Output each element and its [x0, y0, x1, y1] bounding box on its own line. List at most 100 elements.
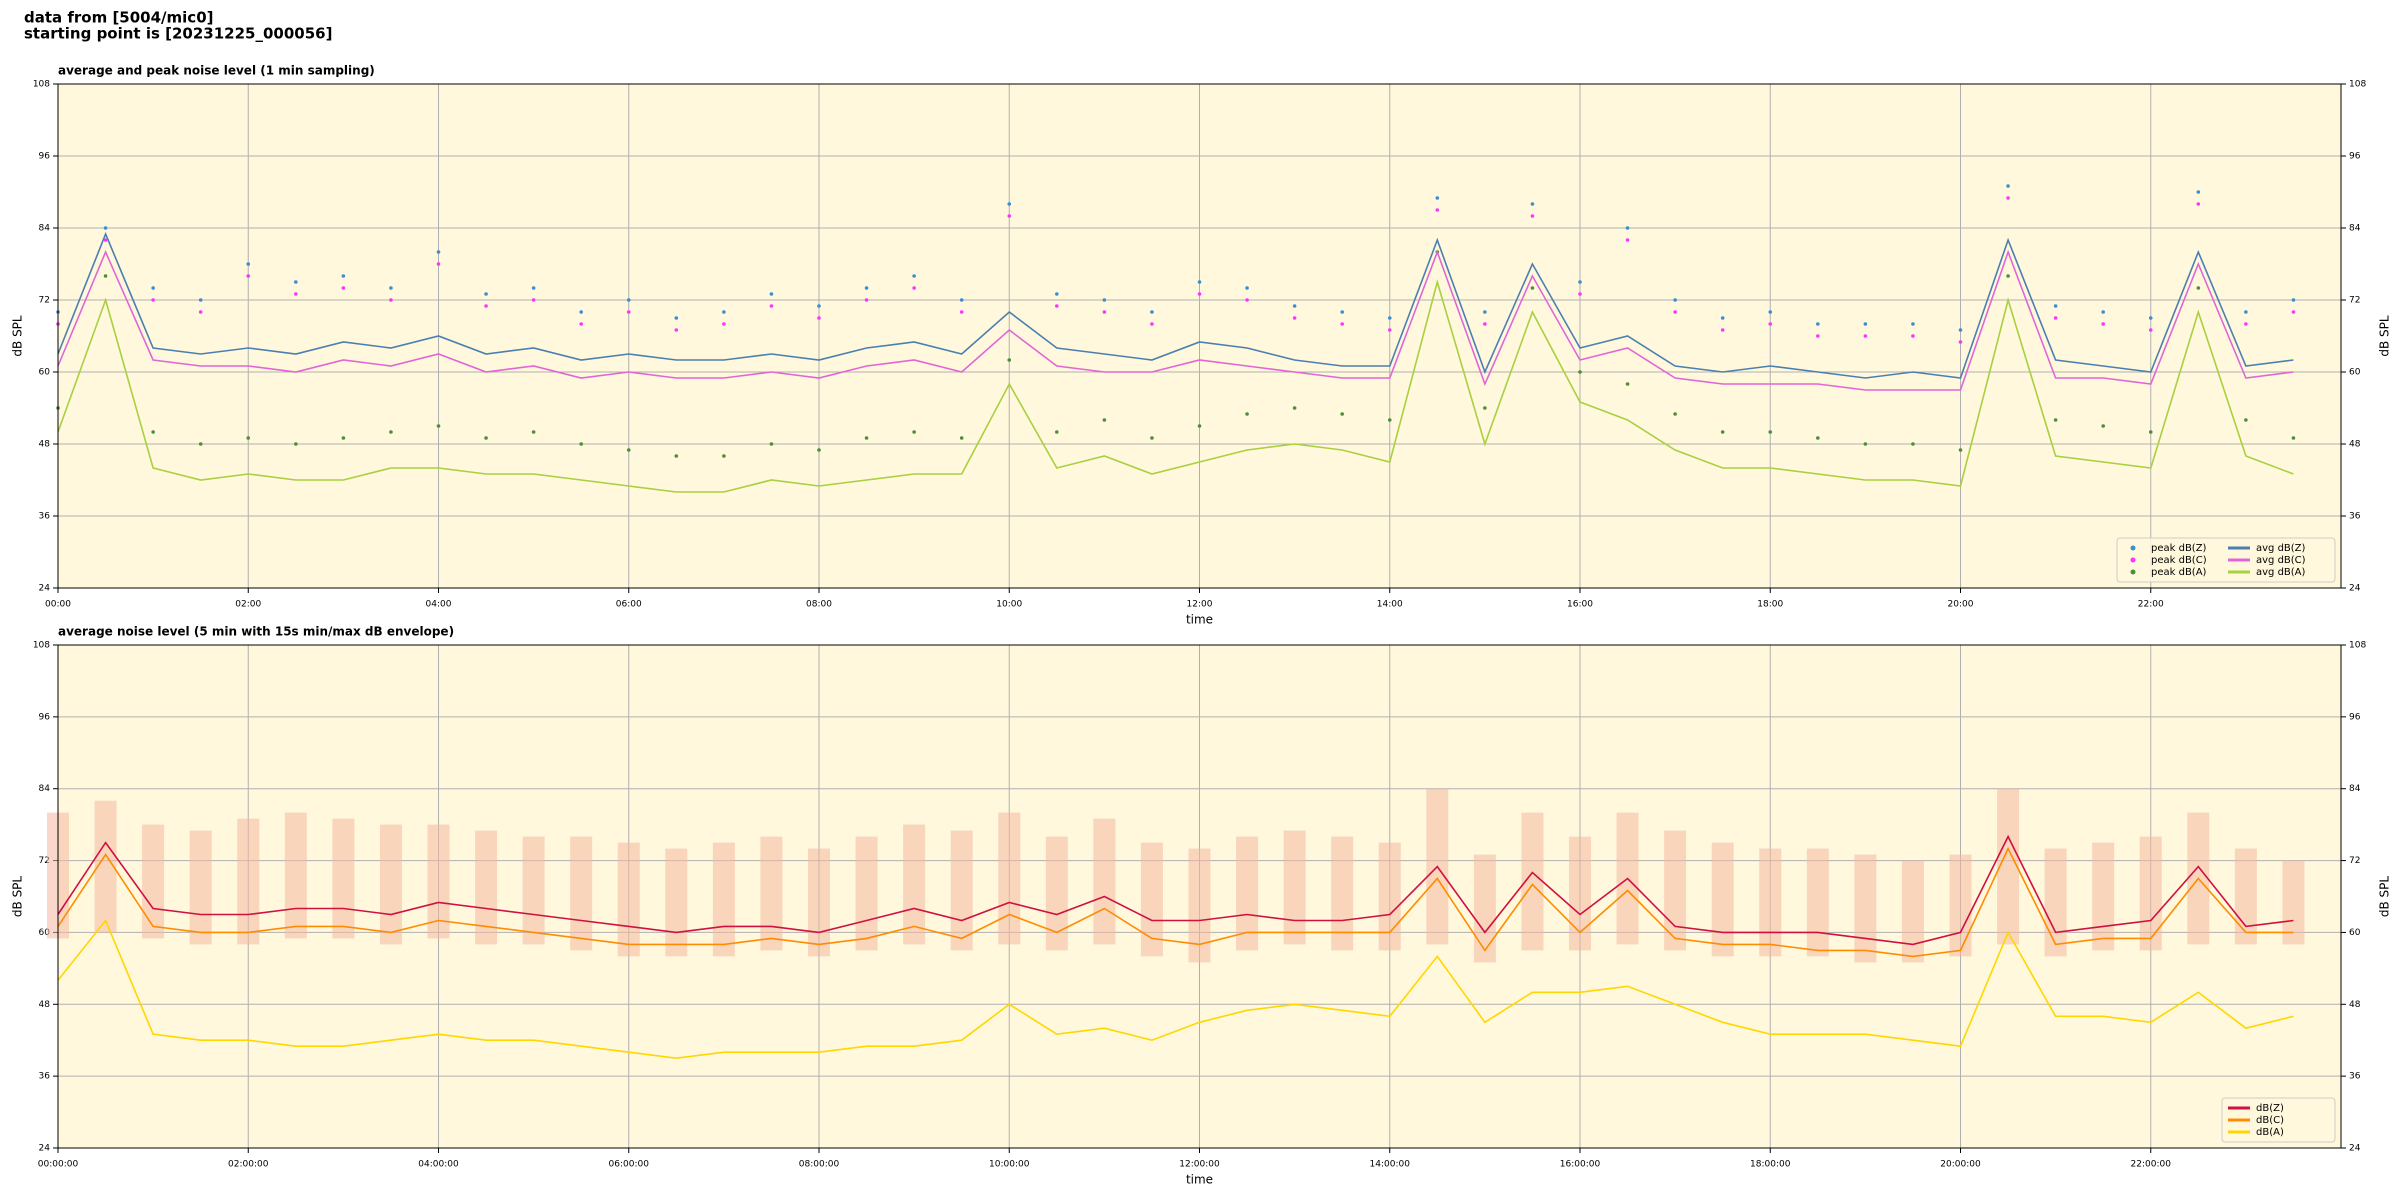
peak-point	[246, 262, 251, 266]
peak-point	[151, 430, 155, 434]
legend-box	[2116, 537, 2336, 583]
peak-point	[959, 298, 964, 302]
y2-tick-label: 108	[2349, 641, 2366, 651]
peak-point	[1958, 448, 1963, 452]
legend-label: avg dB(C)	[2256, 555, 2306, 566]
peak-point	[198, 310, 203, 314]
chart-title: average and peak noise level (1 min samp…	[58, 64, 375, 78]
legend-marker	[2130, 557, 2136, 563]
y-tick-label: 84	[39, 224, 51, 234]
x-tick-label: 04:00	[426, 600, 452, 610]
peak-point	[1102, 298, 1107, 302]
peak-point	[1007, 214, 1012, 218]
y-tick-label: 48	[39, 440, 51, 450]
legend-marker	[2130, 569, 2136, 575]
series-line	[57, 231, 2294, 379]
peak-point	[626, 310, 631, 314]
x-tick-label: 06:00	[616, 600, 642, 610]
legend-label: avg dB(Z)	[2256, 543, 2306, 554]
peak-point	[1387, 328, 1392, 332]
x-tick-label: 14:00	[1377, 600, 1403, 610]
peak-point	[1007, 358, 1012, 362]
peak-point	[2053, 418, 2058, 422]
peak-point	[674, 454, 679, 458]
peak-point	[674, 316, 679, 320]
peak-point	[341, 274, 346, 278]
peak-point	[389, 298, 393, 302]
peak-point	[2291, 310, 2296, 314]
peak-point	[484, 304, 488, 308]
x-tick-label: 04:00:00	[418, 1160, 459, 1170]
peak-point	[198, 298, 203, 302]
peak-point	[2101, 424, 2105, 428]
peak-point	[1102, 310, 1107, 314]
y-axis-label: dB SPL	[11, 876, 25, 918]
peak-point	[1625, 238, 1630, 242]
peak-point	[1292, 304, 1297, 308]
peak-point	[389, 286, 393, 290]
peak-point	[1816, 436, 1820, 440]
y2-tick-label: 108	[2349, 80, 2366, 90]
peak-point	[817, 304, 821, 308]
x-tick-label: 10:00	[996, 600, 1022, 610]
peak-point	[198, 442, 203, 446]
y-tick-label: 36	[39, 1072, 51, 1082]
x-tick-label: 00:00	[45, 600, 71, 610]
legend-label: dB(Z)	[2256, 1103, 2284, 1114]
peak-point	[1625, 382, 1630, 386]
peak-point	[1102, 418, 1107, 422]
peak-point	[1911, 334, 1915, 338]
series-line	[57, 918, 2294, 1060]
peak-point	[2101, 322, 2105, 326]
peak-point	[1387, 418, 1392, 422]
peak-point	[2148, 430, 2153, 434]
peak-point	[1673, 298, 1677, 302]
peak-point	[1530, 202, 1535, 206]
peak-point	[769, 292, 774, 296]
peak-point	[1958, 328, 1963, 332]
peak-point	[1197, 280, 1202, 284]
peak-point	[1055, 304, 1059, 308]
peak-point	[103, 238, 108, 242]
legend-box	[2221, 1097, 2336, 1143]
peak-point	[1720, 328, 1725, 332]
plot-frame	[57, 644, 2342, 1149]
legend-label: peak dB(C)	[2151, 555, 2207, 566]
x-tick-label: 16:00	[1567, 600, 1593, 610]
x-axis-label: time	[1186, 1173, 1213, 1187]
x-tick-label: 16:00:00	[1560, 1160, 1601, 1170]
peak-point	[1768, 322, 1773, 326]
peak-point	[912, 286, 916, 290]
peak-point	[769, 304, 774, 308]
peak-point	[2244, 322, 2248, 326]
peak-point	[484, 292, 488, 296]
peak-point	[1911, 442, 1915, 446]
y-tick-label: 48	[39, 1000, 51, 1010]
y-tick-label: 84	[39, 784, 51, 794]
y2-tick-label: 24	[2349, 584, 2361, 594]
peak-point	[1768, 310, 1773, 314]
series-line	[57, 249, 2294, 391]
peak-point	[1150, 436, 1154, 440]
x-tick-label: 00:00:00	[38, 1160, 79, 1170]
peak-point	[722, 454, 726, 458]
x-tick-label: 22:00:00	[2131, 1160, 2172, 1170]
plot-frame	[57, 83, 2342, 589]
peak-point	[1387, 316, 1392, 320]
peak-point	[1816, 334, 1820, 338]
peak-point	[1435, 196, 1440, 200]
x-tick-label: 12:00:00	[1179, 1160, 1220, 1170]
legend-label: peak dB(Z)	[2151, 543, 2207, 554]
y2-tick-label: 36	[2349, 1072, 2361, 1082]
peak-point	[1816, 322, 1820, 326]
peak-point	[531, 298, 536, 302]
peak-point	[579, 322, 583, 326]
peak-point	[1720, 430, 1725, 434]
peak-point	[2101, 310, 2105, 314]
peak-point	[1578, 370, 1582, 374]
peak-point	[1863, 322, 1868, 326]
y2-tick-label: 72	[2349, 856, 2360, 866]
peak-point	[389, 430, 393, 434]
peak-point	[1578, 292, 1582, 296]
